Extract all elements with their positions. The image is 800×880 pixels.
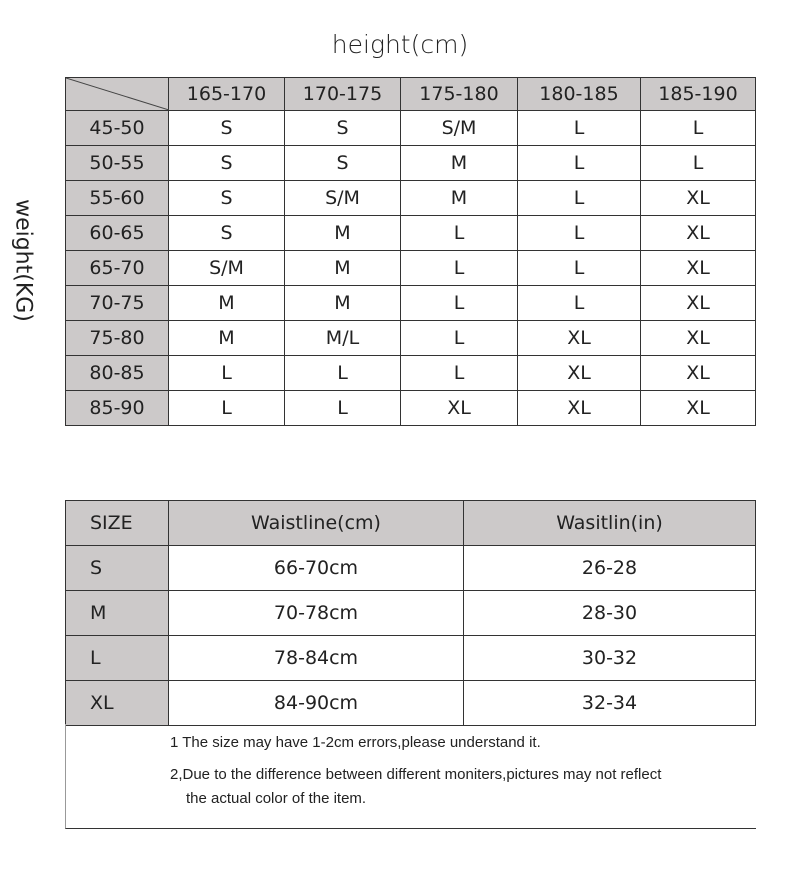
- size-cell: M: [168, 320, 285, 356]
- size-cell: S: [168, 145, 285, 181]
- weight-axis-label: weight(KG): [10, 199, 36, 322]
- note-2: 2,Due to the difference between differen…: [170, 766, 662, 783]
- size-cell: L: [284, 390, 401, 426]
- size-cell: XL: [517, 390, 641, 426]
- size-cell: XL: [640, 250, 756, 286]
- table-row: L 78-84cm 30-32: [65, 635, 756, 681]
- size-cell: L: [168, 355, 285, 391]
- weight-row-header: 80-85: [65, 355, 169, 391]
- size-cell: S: [168, 215, 285, 251]
- table-row: 65-70 S/M M L L XL: [65, 250, 756, 286]
- weight-row-header: 45-50: [65, 110, 169, 146]
- table-row: 75-80 M M/L L XL XL: [65, 320, 756, 356]
- size-cell: M: [400, 180, 518, 216]
- size-cell: M/L: [284, 320, 401, 356]
- weight-row-header: 60-65: [65, 215, 169, 251]
- notes-section: 1 The size may have 1-2cm errors,please …: [65, 724, 756, 829]
- size-cell: XL: [517, 320, 641, 356]
- height-column-header: 185-190: [640, 77, 756, 111]
- table-row: 55-60 S S/M M L XL: [65, 180, 756, 216]
- measurement-cell: 66-70cm: [168, 545, 464, 591]
- size-cell: S/M: [168, 250, 285, 286]
- table-row: M 70-78cm 28-30: [65, 590, 756, 636]
- table-row: 85-90 L L XL XL XL: [65, 390, 756, 426]
- height-column-header: 175-180: [400, 77, 518, 111]
- size-cell: L: [284, 355, 401, 391]
- size-cell: M: [284, 285, 401, 321]
- height-column-header: 180-185: [517, 77, 641, 111]
- size-cell: S: [168, 180, 285, 216]
- size-cell: XL: [640, 215, 756, 251]
- size-cell: L: [400, 285, 518, 321]
- corner-cell: [65, 77, 169, 111]
- size-cell: XL: [640, 285, 756, 321]
- table-row: 80-85 L L L XL XL: [65, 355, 756, 391]
- note-1: 1 The size may have 1-2cm errors,please …: [170, 734, 541, 751]
- size-cell: M: [284, 250, 401, 286]
- weight-row-header: 85-90: [65, 390, 169, 426]
- size-cell: L: [517, 180, 641, 216]
- weight-row-header: 75-80: [65, 320, 169, 356]
- size-label: S: [65, 545, 169, 591]
- note-2-continued: the actual color of the item.: [186, 790, 367, 807]
- size-cell: S: [284, 110, 401, 146]
- size-cell: S: [284, 145, 401, 181]
- size-cell: S/M: [284, 180, 401, 216]
- measurement-cell: 78-84cm: [168, 635, 464, 681]
- table-row: S 66-70cm 26-28: [65, 545, 756, 591]
- weight-row-header: 55-60: [65, 180, 169, 216]
- size-cell: XL: [517, 355, 641, 391]
- size-cell: S/M: [400, 110, 518, 146]
- weight-row-header: 70-75: [65, 285, 169, 321]
- size-cell: L: [640, 145, 756, 181]
- size-cell: L: [517, 215, 641, 251]
- size-cell: L: [168, 390, 285, 426]
- size-cell: XL: [640, 355, 756, 391]
- size-label: XL: [65, 680, 169, 726]
- size-cell: M: [168, 285, 285, 321]
- header-row: 165-170 170-175 175-180 180-185 185-190: [65, 77, 756, 111]
- measurement-cell: 28-30: [463, 590, 756, 636]
- weight-row-header: 65-70: [65, 250, 169, 286]
- size-cell: L: [400, 215, 518, 251]
- column-header: Wasitlin(in): [463, 500, 756, 546]
- size-cell: L: [400, 250, 518, 286]
- waist-size-table: SIZE Waistline(cm) Wasitlin(in) S 66-70cm 26-…: [65, 500, 756, 726]
- measurement-cell: 30-32: [463, 635, 756, 681]
- size-cell: XL: [400, 390, 518, 426]
- size-cell: L: [400, 320, 518, 356]
- measurement-cell: 32-34: [463, 680, 756, 726]
- diagonal-divider: [66, 78, 169, 110]
- size-cell: S: [168, 110, 285, 146]
- size-cell: M: [284, 215, 401, 251]
- size-cell: XL: [640, 180, 756, 216]
- size-cell: L: [640, 110, 756, 146]
- measurement-cell: 84-90cm: [168, 680, 464, 726]
- table-row: 70-75 M M L L XL: [65, 285, 756, 321]
- size-cell: L: [517, 145, 641, 181]
- measurement-cell: 70-78cm: [168, 590, 464, 636]
- table-row: 45-50 S S S/M L L: [65, 110, 756, 146]
- column-header: SIZE: [65, 500, 169, 546]
- table-row: XL 84-90cm 32-34: [65, 680, 756, 726]
- weight-row-header: 50-55: [65, 145, 169, 181]
- height-column-header: 165-170: [168, 77, 285, 111]
- table-row: 50-55 S S M L L: [65, 145, 756, 181]
- size-cell: XL: [640, 390, 756, 426]
- size-by-height-weight-table: 165-170 170-175 175-180 180-185 185-190 45-50…: [65, 77, 756, 426]
- size-cell: L: [517, 250, 641, 286]
- size-label: M: [65, 590, 169, 636]
- size-label: L: [65, 635, 169, 681]
- header-row: SIZE Waistline(cm) Wasitlin(in): [65, 500, 756, 546]
- measurement-cell: 26-28: [463, 545, 756, 591]
- size-cell: M: [400, 145, 518, 181]
- height-axis-label: height(cm): [331, 30, 469, 59]
- column-header: Waistline(cm): [168, 500, 464, 546]
- size-cell: L: [517, 110, 641, 146]
- size-cell: L: [517, 285, 641, 321]
- size-cell: XL: [640, 320, 756, 356]
- size-cell: L: [400, 355, 518, 391]
- height-column-header: 170-175: [284, 77, 401, 111]
- table-row: 60-65 S M L L XL: [65, 215, 756, 251]
